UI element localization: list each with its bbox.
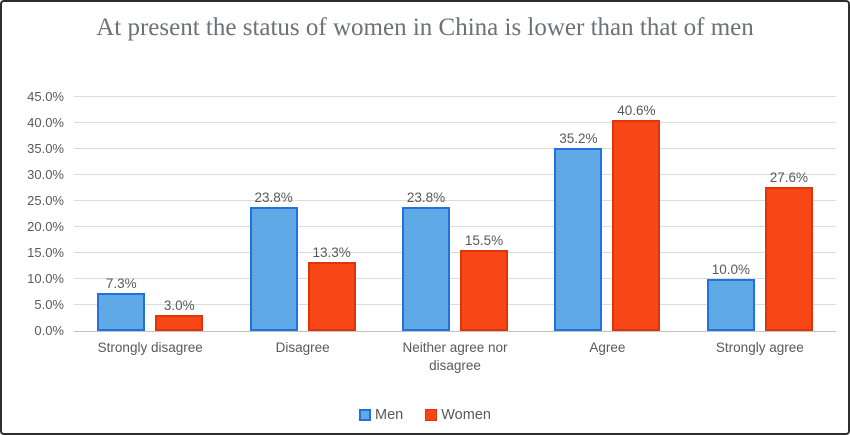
bar-men: 35.2% — [554, 131, 603, 331]
y-tick-label: 10.0% — [27, 271, 64, 286]
gridline — [74, 148, 836, 149]
data-label: 40.6% — [617, 103, 656, 118]
gridline — [74, 278, 836, 279]
chart-title: At present the status of women in China … — [96, 14, 754, 41]
bar-pair: 10.0% 27.6% — [684, 170, 836, 331]
bar-women: 27.6% — [764, 170, 813, 331]
gridline — [74, 174, 836, 175]
y-tick-label: 35.0% — [27, 141, 64, 156]
bar-pair: 23.8% 15.5% — [379, 190, 531, 331]
gridline — [74, 122, 836, 123]
x-axis-labels: Strongly disagree Disagree Neither agree n… — [74, 339, 836, 374]
legend-item-women: Women — [425, 407, 491, 423]
bar-women: 15.5% — [460, 233, 509, 331]
bar-men: 23.8% — [402, 190, 451, 331]
category-label: Strongly agree — [715, 340, 804, 355]
bar-pair: 35.2% 40.6% — [531, 103, 683, 331]
bar-men: 10.0% — [706, 262, 755, 331]
gridline — [74, 96, 836, 97]
y-tick-label: 40.0% — [27, 115, 64, 130]
bar-women: 3.0% — [155, 298, 204, 331]
bar-group: 23.8% 13.3% — [226, 97, 378, 331]
data-label: 15.5% — [464, 233, 504, 248]
data-label: 23.8% — [406, 190, 446, 205]
category-cell: Neither agree nor disagree — [379, 339, 531, 374]
category-cell: Agree — [531, 339, 683, 374]
legend-label-men: Men — [375, 407, 404, 423]
legend-item-men: Men — [359, 407, 403, 423]
category-cell: Disagree — [226, 339, 378, 374]
category-label: Strongly disagree — [97, 340, 203, 355]
y-tick-label: 15.0% — [27, 245, 64, 260]
legend-label-women: Women — [441, 407, 491, 423]
gridline — [74, 200, 836, 201]
category-cell: Strongly disagree — [74, 339, 226, 374]
y-tick-label: 5.0% — [34, 297, 64, 312]
bar-men: 7.3% — [97, 276, 146, 331]
bar-group: 7.3% 3.0% — [74, 97, 226, 331]
data-label: 3.0% — [163, 298, 195, 313]
bar-pair: 23.8% 13.3% — [226, 190, 378, 331]
gridline — [74, 226, 836, 227]
data-label: 10.0% — [711, 262, 750, 277]
bar-pair: 7.3% 3.0% — [74, 276, 226, 331]
category-label: Disagree — [275, 340, 330, 355]
category-cell: Strongly agree — [684, 339, 836, 374]
bar-group: 23.8% 15.5% — [379, 97, 531, 331]
y-axis-labels: 0.0% 5.0% 10.0% 15.0% 20.0% 25.0% 30.0% 35.0% 40… — [2, 89, 64, 338]
bar-group: 10.0% 27.6% — [684, 97, 836, 331]
bar-women: 40.6% — [612, 103, 661, 331]
plot-area: 7.3% 3.0% 23.8% 13.3% 23.8% 15.5% 35.2% 40.6% 10… — [74, 96, 836, 332]
y-tick-label: 30.0% — [27, 167, 64, 182]
y-tick-label: 20.0% — [27, 219, 64, 234]
data-label: 35.2% — [559, 131, 598, 146]
y-tick-label: 0.0% — [34, 323, 64, 338]
bar-men: 23.8% — [249, 190, 298, 331]
bar-group: 35.2% 40.6% — [531, 97, 683, 331]
data-label: 23.8% — [254, 190, 293, 205]
y-tick-label: 45.0% — [27, 89, 64, 104]
legend: Men Women — [2, 407, 848, 423]
gridline — [74, 331, 836, 332]
women-series-swatch — [425, 409, 438, 421]
bar-women: 13.3% — [307, 245, 356, 331]
bar-groups: 7.3% 3.0% 23.8% 13.3% 23.8% 15.5% 35.2% 40.6% 10… — [74, 97, 836, 331]
category-label: Agree — [589, 340, 626, 355]
gridline — [74, 252, 836, 253]
men-series-swatch — [359, 409, 372, 421]
y-tick-label: 25.0% — [27, 193, 64, 208]
data-label: 27.6% — [769, 170, 808, 185]
category-label: Neither agree nor disagree — [402, 340, 508, 373]
data-label: 7.3% — [105, 276, 137, 291]
data-label: 13.3% — [312, 245, 351, 260]
gridline — [74, 304, 836, 305]
